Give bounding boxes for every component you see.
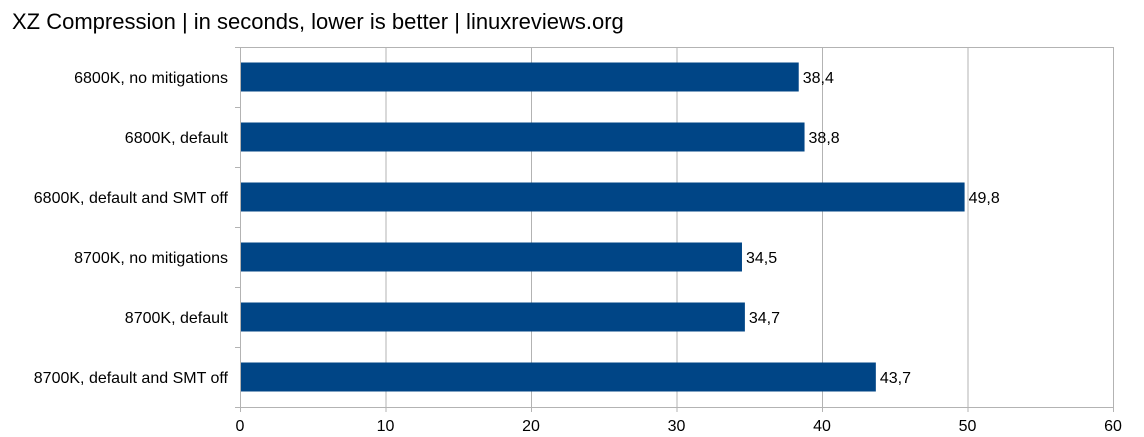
x-tick-label: 60 xyxy=(1104,418,1122,435)
data-label: 34,7 xyxy=(749,310,780,327)
data-label: 38,8 xyxy=(809,130,840,147)
x-tick-label: 10 xyxy=(377,418,395,435)
data-label: 38,4 xyxy=(803,70,834,87)
category-label: 6800K, default and SMT off xyxy=(34,190,229,207)
bar xyxy=(241,362,876,392)
category-label: 8700K, no mitigations xyxy=(74,250,228,267)
x-tick-label: 40 xyxy=(813,418,831,435)
category-label: 6800K, default xyxy=(125,130,229,147)
x-tick-label: 50 xyxy=(959,418,977,435)
x-tick-label: 30 xyxy=(668,418,686,435)
category-label: 8700K, default and SMT off xyxy=(34,370,229,387)
category-label: 8700K, default xyxy=(125,310,229,327)
bar xyxy=(241,62,799,92)
bar xyxy=(241,302,745,332)
chart-title: XZ Compression | in seconds, lower is be… xyxy=(12,9,624,34)
bar xyxy=(241,182,965,212)
data-label: 43,7 xyxy=(880,370,911,387)
data-label: 34,5 xyxy=(746,250,777,267)
bar xyxy=(241,242,742,272)
x-tick-label: 0 xyxy=(236,418,245,435)
category-label: 6800K, no mitigations xyxy=(74,70,228,87)
x-tick-label: 20 xyxy=(522,418,540,435)
data-label: 49,8 xyxy=(969,190,1000,207)
bar xyxy=(241,122,805,152)
